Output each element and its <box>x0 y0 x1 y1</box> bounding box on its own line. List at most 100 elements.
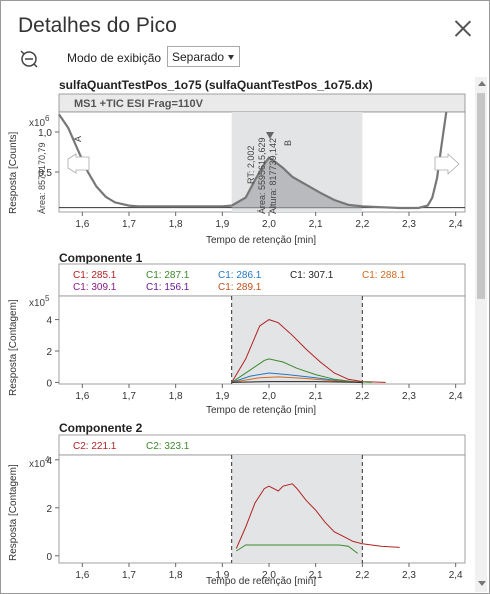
series-line <box>231 358 372 383</box>
tic-annotation-height: Altura: 817739,142 <box>268 138 278 214</box>
series-line <box>231 319 386 383</box>
legend-item[interactable]: C2: 323.1 <box>146 441 190 452</box>
tic-exponent-power: 6 <box>45 114 50 123</box>
x-tick-label: 1,8 <box>169 219 183 230</box>
x-tick-label: 1,8 <box>169 570 183 581</box>
x-tick-label: 2,0 <box>262 219 276 230</box>
tic-chart: sulfaQuantTestPos_1o75 (sulfaQuantTestPo… <box>8 78 466 246</box>
component-1-title: Componente 1 <box>59 251 143 265</box>
component-2-legend <box>58 434 466 456</box>
component-1-exponent-power: 5 <box>45 294 50 303</box>
x-tick-label: 2,2 <box>355 570 369 581</box>
component-1-plot: 1,6 1,7 1,8 1,9 2,0 2,1 2,2 2,3 2,4 0 2 4 <box>46 296 463 402</box>
tic-plot: 1,6 1,7 1,8 1,9 2,0 2,1 2,2 2,3 2,4 0,5 1,0 <box>38 111 465 230</box>
legend-item[interactable]: C1: 156.1 <box>146 282 190 293</box>
x-tick-label: 2,4 <box>449 219 463 230</box>
x-tick-label: 1,6 <box>75 391 89 402</box>
tic-chart-title: sulfaQuantTestPos_1o75 (sulfaQuantTestPo… <box>59 78 373 92</box>
display-mode-select[interactable]: Separado <box>167 46 240 67</box>
tic-peak-area <box>231 157 363 208</box>
tic-annotation-rt: RT: 2,002 <box>246 146 256 184</box>
integration-region <box>231 455 363 563</box>
series-line <box>236 544 359 554</box>
tic-annotation-label-a: A <box>73 136 83 142</box>
y-tick-label: 2 <box>46 347 52 358</box>
legend-item[interactable]: C2: 221.1 <box>73 441 117 452</box>
display-mode-value: Separado <box>172 50 225 64</box>
x-tick-label: 1,7 <box>122 219 136 230</box>
tic-series-line <box>58 111 448 210</box>
legend-item[interactable]: C1: 285.1 <box>73 270 117 281</box>
tic-annotation-label-b: B <box>283 140 293 146</box>
tic-header-label: MS1 +TIC ESI Frag=110V <box>74 98 204 110</box>
y-tick-label: 4 <box>46 316 52 327</box>
component-2-exponent-base: x10 <box>29 459 46 470</box>
x-tick-label: 2,0 <box>262 391 276 402</box>
zoom-out-icon[interactable] <box>18 48 40 70</box>
y-tick-label: 1,0 <box>38 128 52 139</box>
x-tick-label: 1,7 <box>122 391 136 402</box>
y-tick-label: 0,5 <box>38 168 52 179</box>
component-2-y-axis-label: Resposta [Contagem] <box>8 464 19 561</box>
component-1-legend <box>58 263 466 297</box>
x-tick-label: 2,3 <box>402 570 416 581</box>
x-tick-label: 1,9 <box>215 391 229 402</box>
x-tick-label: 2,1 <box>309 391 323 402</box>
legend-item[interactable]: C1: 307.1 <box>290 270 334 281</box>
x-tick-label: 1,6 <box>75 570 89 581</box>
component-2-x-axis-label: Tempo de retenção [min] <box>206 576 316 587</box>
legend-item[interactable]: C1: 289.1 <box>218 282 262 293</box>
component-1-x-axis-label: Tempo de retenção [min] <box>206 405 316 416</box>
scroll-down-icon[interactable] <box>478 581 486 586</box>
y-tick-label: 4 <box>46 456 52 467</box>
x-tick-label: 1,9 <box>215 219 229 230</box>
scroll-up-icon[interactable] <box>478 81 486 86</box>
x-tick-label: 2,2 <box>355 219 369 230</box>
component-1-legend-items: C1: 285.1 C1: 287.1 C1: 286.1 C1: 307.1 C1: … <box>73 270 406 293</box>
y-tick-label: 0 <box>46 552 52 563</box>
chevron-down-icon <box>228 55 234 60</box>
x-tick-label: 2,3 <box>402 391 416 402</box>
tic-exponent-base: x10 <box>29 118 46 129</box>
x-tick-label: 1,6 <box>75 219 89 230</box>
close-icon[interactable] <box>453 19 473 39</box>
x-tick-label: 2,1 <box>309 219 323 230</box>
scroll-right-arrow-icon[interactable] <box>434 153 460 175</box>
series-line <box>231 381 363 383</box>
x-tick-label: 2,3 <box>402 219 416 230</box>
series-line <box>235 483 400 549</box>
x-tick-label: 2,1 <box>309 570 323 581</box>
component-1-exponent-base: x10 <box>29 298 46 309</box>
component-2-chart: Componente 2 C2: 221.1 C2: 323.1 1,6 1,7 1,… <box>8 421 466 587</box>
x-tick-label: 2,0 <box>262 570 276 581</box>
tic-annotation-area-b: Área: 5595615,629 <box>257 137 267 214</box>
series-line <box>231 376 363 383</box>
tic-x-axis-label: Tempo de retenção [min] <box>206 235 316 246</box>
x-tick-label: 2,4 <box>449 391 463 402</box>
legend-item[interactable]: C1: 288.1 <box>362 270 406 281</box>
display-mode-label: Modo de exibição <box>67 51 162 65</box>
legend-item[interactable]: C1: 287.1 <box>146 270 190 281</box>
tic-annotation-area-a: Área: 8574170,79 <box>37 142 47 214</box>
legend-item[interactable]: C1: 286.1 <box>218 270 262 281</box>
component-1-y-axis-label: Resposta [Contagem] <box>8 299 19 396</box>
scroll-left-arrow-icon[interactable] <box>67 153 90 174</box>
component-2-plot: 1,6 1,7 1,8 1,9 2,0 2,1 2,2 2,3 2,4 0 2 4 <box>46 455 463 581</box>
peak-marker-icon <box>266 132 274 139</box>
charts-canvas: sulfaQuantTestPos_1o75 (sulfaQuantTestPo… <box>8 78 466 587</box>
window-title: Detalhes do Pico <box>18 14 177 37</box>
component-2-legend-items: C2: 221.1 C2: 323.1 <box>73 441 190 452</box>
x-tick-label: 2,4 <box>449 570 463 581</box>
tic-y-axis-label: Resposta [Counts] <box>8 132 19 214</box>
y-tick-label: 0 <box>46 378 52 389</box>
component-2-title: Componente 2 <box>59 421 143 435</box>
scrollbar-thumb[interactable] <box>477 93 485 299</box>
component-2-exponent-power: 4 <box>45 455 50 464</box>
x-tick-label: 1,7 <box>122 570 136 581</box>
x-tick-label: 2,2 <box>355 391 369 402</box>
x-tick-label: 1,8 <box>169 391 183 402</box>
component-1-chart: Componente 1 C1: 285.1 C1: 287.1 C1: 286.1… <box>8 251 466 416</box>
y-tick-label: 2 <box>46 504 52 515</box>
legend-item[interactable]: C1: 309.1 <box>73 282 117 293</box>
